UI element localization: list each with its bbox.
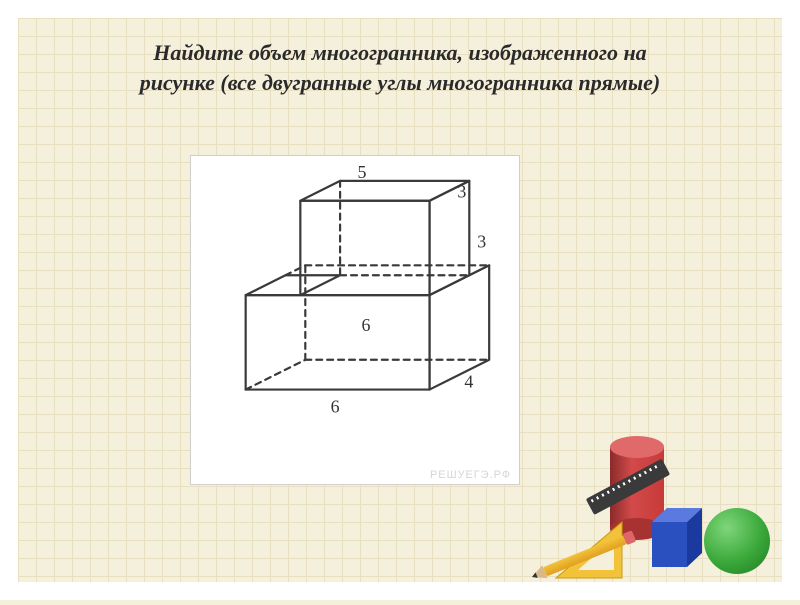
- label-bottom-depth: 4: [464, 372, 473, 392]
- label-top-height: 3: [477, 231, 486, 251]
- label-top-width: 5: [357, 162, 366, 182]
- title-line-1: Найдите объем многогранника, изображенно…: [50, 38, 750, 68]
- polyhedron-diagram: 5 3 3 6 6 4 РЕШУЕГЭ.РФ: [190, 155, 520, 485]
- label-bottom-width: 6: [331, 396, 340, 416]
- label-total-height: 6: [361, 315, 370, 335]
- sphere-icon: [704, 508, 770, 574]
- title-line-2: рисунке (все двугранные углы многогранни…: [50, 68, 750, 98]
- cube-icon: [642, 502, 712, 572]
- page-title: Найдите объем многогранника, изображенно…: [50, 38, 750, 97]
- decorative-shapes: [526, 418, 776, 578]
- watermark: РЕШУЕГЭ.РФ: [430, 469, 511, 481]
- label-top-depth: 3: [457, 182, 466, 202]
